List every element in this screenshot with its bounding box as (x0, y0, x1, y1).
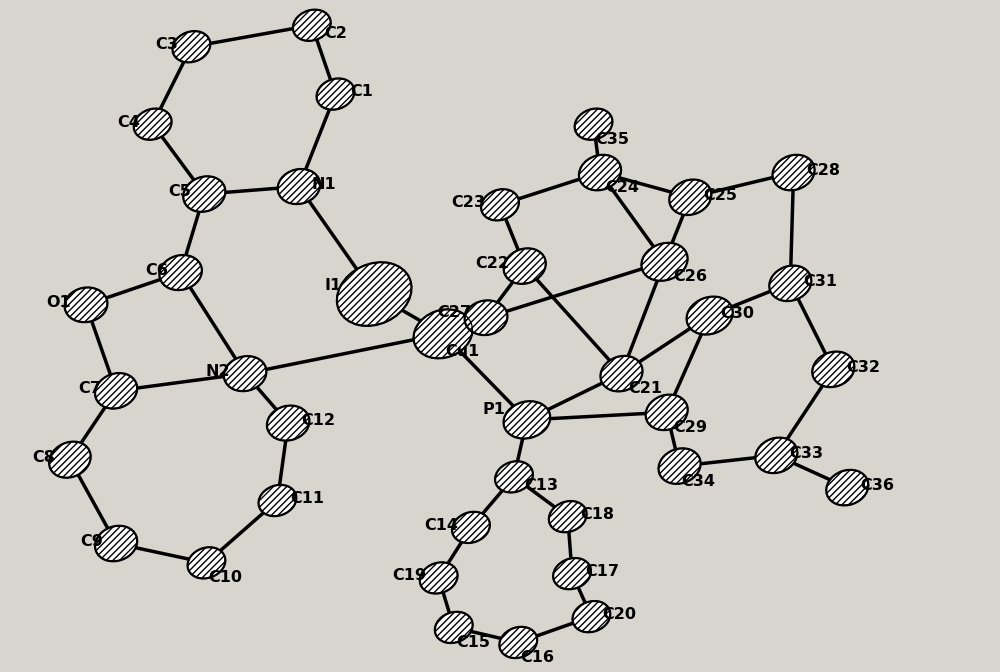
Text: C29: C29 (673, 420, 707, 435)
Ellipse shape (600, 356, 643, 391)
Text: C17: C17 (585, 564, 619, 579)
Text: C7: C7 (78, 381, 101, 396)
Text: C18: C18 (581, 507, 615, 522)
Ellipse shape (435, 612, 473, 643)
Text: Cu1: Cu1 (445, 343, 479, 359)
Text: C12: C12 (301, 413, 335, 429)
Ellipse shape (267, 406, 309, 441)
Text: C20: C20 (602, 607, 636, 622)
Ellipse shape (646, 394, 688, 430)
Ellipse shape (572, 601, 610, 632)
Ellipse shape (481, 190, 519, 220)
Text: I1: I1 (325, 278, 342, 293)
Text: C3: C3 (156, 37, 178, 52)
Ellipse shape (293, 9, 331, 41)
Ellipse shape (669, 179, 711, 215)
Ellipse shape (65, 288, 107, 322)
Ellipse shape (755, 437, 797, 473)
Ellipse shape (769, 265, 811, 301)
Text: N1: N1 (312, 177, 336, 192)
Text: C11: C11 (290, 491, 324, 506)
Ellipse shape (337, 262, 412, 326)
Ellipse shape (465, 300, 507, 335)
Ellipse shape (95, 526, 137, 561)
Text: C19: C19 (392, 569, 426, 583)
Text: C34: C34 (682, 474, 716, 489)
Ellipse shape (812, 351, 854, 387)
Ellipse shape (159, 255, 202, 290)
Text: C16: C16 (520, 650, 554, 665)
Text: C5: C5 (169, 184, 191, 200)
Ellipse shape (495, 461, 533, 493)
Ellipse shape (575, 109, 612, 140)
Ellipse shape (773, 155, 815, 190)
Ellipse shape (641, 243, 688, 281)
Text: C33: C33 (789, 446, 823, 461)
Ellipse shape (224, 356, 266, 391)
Text: C36: C36 (860, 478, 894, 493)
Ellipse shape (549, 501, 587, 532)
Ellipse shape (826, 470, 868, 505)
Text: C10: C10 (209, 571, 243, 585)
Ellipse shape (504, 401, 550, 439)
Ellipse shape (452, 512, 490, 543)
Text: C15: C15 (456, 635, 490, 650)
Ellipse shape (553, 558, 591, 589)
Text: C24: C24 (605, 180, 639, 195)
Text: O1: O1 (46, 295, 71, 310)
Ellipse shape (259, 485, 296, 516)
Text: C27: C27 (437, 305, 471, 320)
Text: C21: C21 (628, 381, 662, 396)
Text: C22: C22 (476, 257, 510, 271)
Text: P1: P1 (483, 402, 505, 417)
Ellipse shape (317, 79, 354, 110)
Ellipse shape (183, 176, 225, 212)
Text: C9: C9 (80, 534, 103, 549)
Text: C13: C13 (525, 478, 559, 493)
Text: N2: N2 (205, 364, 230, 379)
Text: C32: C32 (846, 360, 880, 375)
Text: C28: C28 (806, 163, 840, 178)
Text: C25: C25 (703, 187, 737, 203)
Ellipse shape (659, 448, 701, 484)
Text: C26: C26 (673, 269, 707, 284)
Text: C30: C30 (720, 306, 754, 321)
Ellipse shape (172, 31, 210, 62)
Text: C31: C31 (803, 274, 837, 289)
Text: C2: C2 (325, 26, 348, 42)
Text: C35: C35 (596, 132, 630, 146)
Ellipse shape (278, 169, 320, 204)
Text: C1: C1 (351, 85, 373, 99)
Ellipse shape (499, 627, 537, 658)
Text: C23: C23 (451, 195, 485, 210)
Ellipse shape (420, 562, 458, 593)
Text: C14: C14 (424, 517, 458, 533)
Text: C6: C6 (145, 263, 168, 278)
Ellipse shape (49, 442, 91, 478)
Ellipse shape (95, 373, 137, 409)
Ellipse shape (134, 109, 172, 140)
Ellipse shape (687, 296, 733, 335)
Ellipse shape (188, 547, 225, 579)
Text: C8: C8 (32, 450, 55, 465)
Ellipse shape (579, 155, 621, 190)
Text: C4: C4 (117, 114, 140, 130)
Ellipse shape (504, 249, 546, 284)
Ellipse shape (414, 309, 472, 358)
